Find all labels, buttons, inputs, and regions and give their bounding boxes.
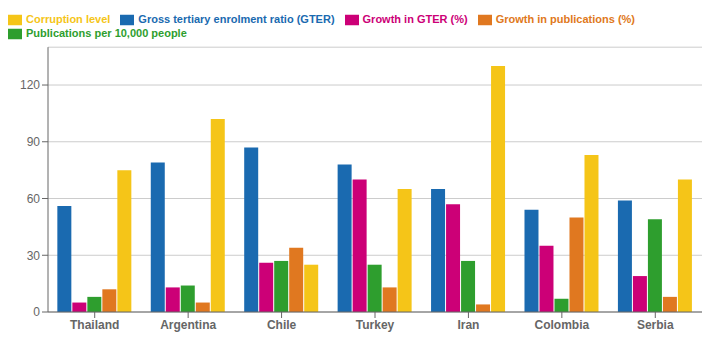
svg-text:Iran: Iran [457,318,479,332]
svg-text:90: 90 [27,135,41,149]
svg-text:0: 0 [33,305,40,319]
svg-text:Turkey: Turkey [356,318,395,332]
svg-text:120: 120 [20,78,40,92]
svg-text:Serbia: Serbia [637,318,674,332]
svg-text:Argentina: Argentina [160,318,216,332]
svg-text:Colombia: Colombia [535,318,590,332]
html-text:Growth in GTER (%): Growth in GTER (%) [362,13,468,25]
html-text:Publications per 10,000 people: Publications per 10,000 people [26,27,187,40]
svg-text:Chile: Chile [267,318,297,332]
svg-text:60: 60 [27,192,41,206]
html-text:Gross tertiary enrolment ratio: Gross tertiary enrolment ratio (GTER) [138,13,335,25]
svg-text:30: 30 [27,249,41,263]
html-text:Corruption level: Corruption level [26,13,111,25]
svg-text:Thailand: Thailand [70,318,119,332]
html-text:Growth in publications (%): Growth in publications (%) [495,13,635,25]
